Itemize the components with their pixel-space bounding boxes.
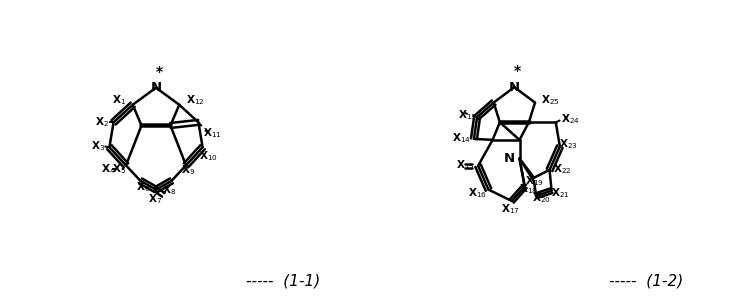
Text: X$_{21}$: X$_{21}$ — [551, 186, 569, 200]
Text: X$_{20}$: X$_{20}$ — [532, 192, 551, 205]
Text: N: N — [504, 152, 515, 165]
Text: -----  (1-2): ----- (1-2) — [609, 274, 683, 289]
Text: N: N — [150, 81, 161, 94]
Text: *: * — [155, 65, 163, 79]
Text: X$_1$: X$_1$ — [111, 93, 126, 106]
Text: X$_{14}$: X$_{14}$ — [452, 131, 471, 145]
Text: X$_9$: X$_9$ — [181, 164, 195, 178]
Text: X$_{17}$: X$_{17}$ — [501, 202, 519, 216]
Text: X$_{11}$: X$_{11}$ — [203, 126, 221, 140]
Text: X$_{25}$: X$_{25}$ — [541, 93, 560, 107]
Text: X$_{13}$: X$_{13}$ — [458, 109, 477, 123]
Text: X$_{19}$: X$_{19}$ — [525, 174, 543, 188]
Text: X$_{10}$: X$_{10}$ — [199, 150, 218, 164]
Text: X$_{16}$: X$_{16}$ — [467, 186, 487, 200]
Text: -----  (1-1): ----- (1-1) — [246, 274, 319, 289]
Text: X$_5$: X$_5$ — [111, 162, 126, 176]
Text: X$_6$: X$_6$ — [136, 181, 150, 195]
Text: X$_4$: X$_4$ — [101, 162, 115, 176]
Text: *: * — [513, 64, 521, 78]
Text: X$_{18}$: X$_{18}$ — [519, 183, 538, 196]
Text: X$_{24}$: X$_{24}$ — [561, 112, 580, 126]
Text: X$_{23}$: X$_{23}$ — [559, 137, 578, 151]
Text: X$_{15}$: X$_{15}$ — [456, 158, 475, 172]
Text: N: N — [509, 81, 520, 94]
Text: X$_2$: X$_2$ — [94, 116, 108, 129]
Text: X$_{12}$: X$_{12}$ — [186, 93, 204, 106]
Text: X$_8$: X$_8$ — [162, 183, 176, 197]
Text: X$_{22}$: X$_{22}$ — [553, 162, 571, 176]
Text: X$_3$: X$_3$ — [91, 139, 105, 153]
Text: X$_7$: X$_7$ — [148, 192, 162, 206]
